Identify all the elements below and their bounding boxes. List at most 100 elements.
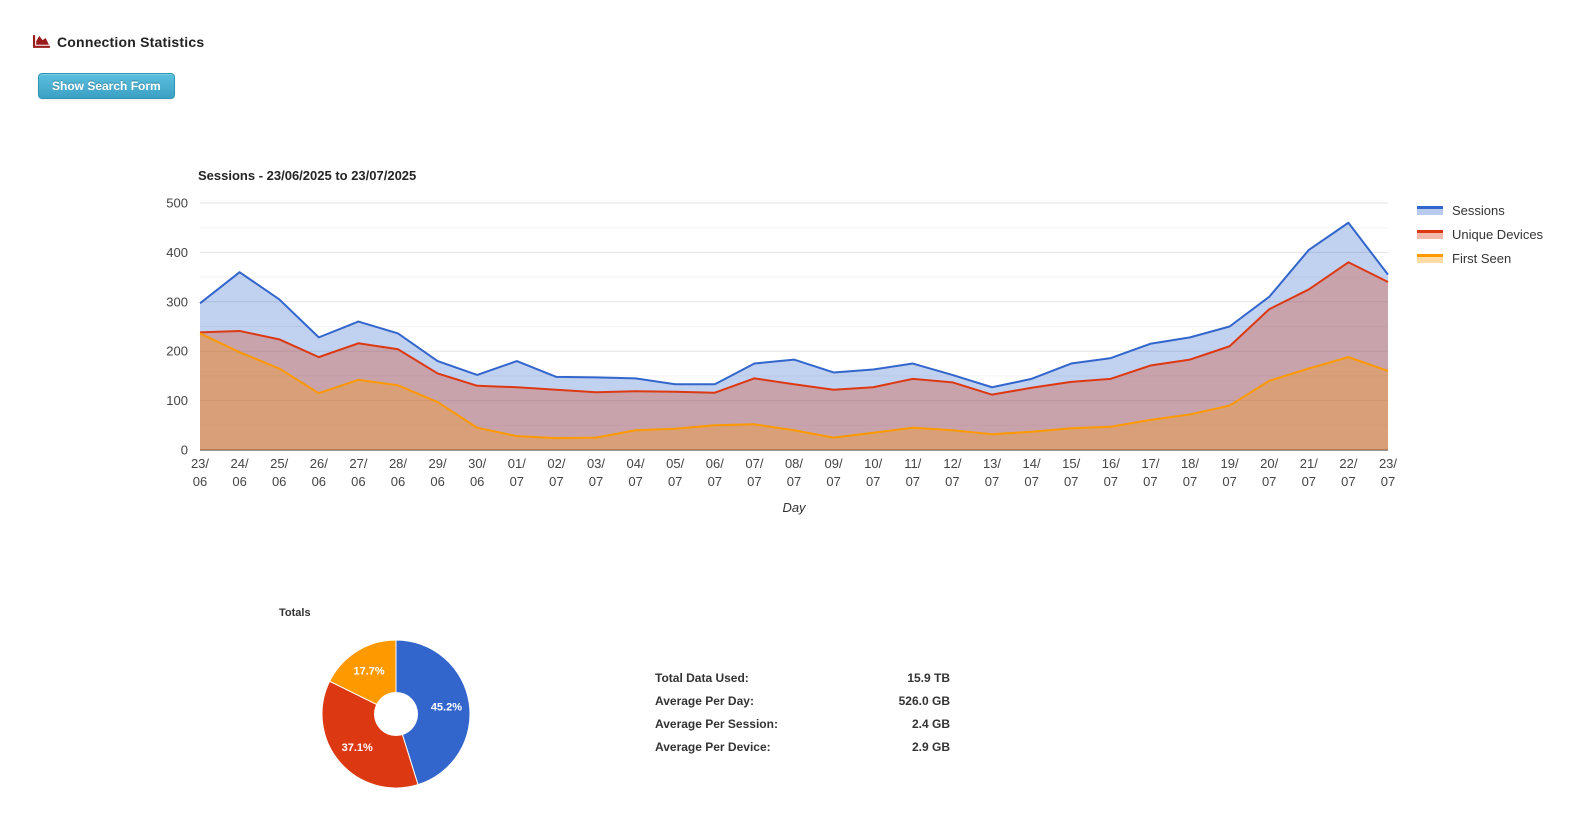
x-tick-label: 16/ <box>1102 456 1120 471</box>
x-tick-label: 07 <box>549 474 563 489</box>
legend-label-unique-devices: Unique Devices <box>1452 226 1544 242</box>
x-tick-label: 29/ <box>429 456 447 471</box>
x-tick-label: 06 <box>470 474 484 489</box>
x-tick-label: 23/ <box>191 456 209 471</box>
totals-pie-chart: 45.2% 37.1% 17.7% <box>321 639 471 789</box>
x-tick-label: 30/ <box>468 456 486 471</box>
x-tick-label: 07 <box>1222 474 1236 489</box>
x-tick-label: 07 <box>589 474 603 489</box>
chart-legend: Sessions Unique Devices First Seen <box>1417 198 1543 270</box>
y-tick-label: 300 <box>166 294 188 309</box>
pie-slice <box>321 680 419 789</box>
y-tick-label: 200 <box>166 344 188 359</box>
series-line <box>199 332 1389 440</box>
stat-row-average-per-day: Average Per Day: 526.0 GB <box>655 689 950 712</box>
x-tick-label: 07 <box>945 474 959 489</box>
y-tick-label: 400 <box>166 245 188 260</box>
x-tick-label: 06 <box>430 474 444 489</box>
x-tick-label: 03/ <box>587 456 605 471</box>
x-tick-label: 07 <box>1024 474 1038 489</box>
x-tick-label: 07 <box>1381 474 1395 489</box>
x-tick-label: 06 <box>272 474 286 489</box>
x-tick-label: 08/ <box>785 456 803 471</box>
x-tick-label: 06 <box>391 474 405 489</box>
x-tick-label: 06/ <box>706 456 724 471</box>
stat-row-average-per-session: Average Per Session: 2.4 GB <box>655 712 950 735</box>
legend-swatch-first-seen <box>1417 253 1443 263</box>
x-tick-label: 19/ <box>1221 456 1239 471</box>
stat-row-average-per-device: Average Per Device: 2.9 GB <box>655 735 950 758</box>
pie-slice <box>395 639 471 786</box>
stat-value: 2.4 GB <box>911 716 950 731</box>
x-tick-label: 07 <box>866 474 880 489</box>
pie-slice-label: 45.2% <box>431 701 462 713</box>
x-tick-label: 06 <box>232 474 246 489</box>
x-tick-label: 07/ <box>745 456 763 471</box>
x-tick-label: 07 <box>1104 474 1118 489</box>
x-tick-label: 07 <box>985 474 999 489</box>
y-tick-label: 500 <box>166 196 188 211</box>
stat-value: 15.9 TB <box>907 670 950 685</box>
show-search-form-button[interactable]: Show Search Form <box>38 73 175 99</box>
x-tick-label: 07 <box>826 474 840 489</box>
area-chart-title: Sessions - 23/06/2025 to 23/07/2025 <box>198 168 417 183</box>
x-tick-label: 20/ <box>1260 456 1278 471</box>
x-tick-label: 07 <box>1341 474 1355 489</box>
x-tick-label: 15/ <box>1062 456 1080 471</box>
x-tick-label: 07 <box>1064 474 1078 489</box>
x-tick-label: 07 <box>668 474 682 489</box>
page-header: Connection Statistics <box>33 33 204 50</box>
stat-label: Total Data Used: <box>655 670 749 685</box>
stat-label: Average Per Device: <box>655 739 771 754</box>
x-tick-label: 07 <box>510 474 524 489</box>
x-tick-label: 09/ <box>825 456 843 471</box>
x-tick-label: 02/ <box>547 456 565 471</box>
x-tick-label: 17/ <box>1141 456 1159 471</box>
series-line <box>199 221 1389 389</box>
stat-value: 2.9 GB <box>911 739 950 754</box>
legend-item-sessions: Sessions <box>1417 198 1543 222</box>
stat-row-total-data-used: Total Data Used: 15.9 TB <box>655 666 950 689</box>
x-tick-label: 22/ <box>1339 456 1357 471</box>
x-tick-label: 13/ <box>983 456 1001 471</box>
x-tick-label: 10/ <box>864 456 882 471</box>
x-tick-label: 06 <box>351 474 365 489</box>
x-tick-label: 21/ <box>1300 456 1318 471</box>
x-tick-label: 27/ <box>349 456 367 471</box>
x-tick-label: 06 <box>312 474 326 489</box>
x-tick-label: 11/ <box>904 456 921 471</box>
x-tick-label: 01/ <box>508 456 526 471</box>
x-tick-label: 28/ <box>389 456 407 471</box>
legend-item-first-seen: First Seen <box>1417 246 1543 270</box>
x-tick-label: 07 <box>1262 474 1276 489</box>
x-tick-label: 07 <box>1183 474 1197 489</box>
sessions-area-chart-container: 0 100 200 300 400 500 23/06 24/06 25/06 26/06 27/0… <box>150 190 1400 525</box>
legend-item-unique-devices: Unique Devices <box>1417 222 1543 246</box>
pie-slice-label: 17.7% <box>353 666 384 678</box>
series-area <box>200 262 1388 450</box>
x-axis-title: Day <box>782 500 807 515</box>
y-tick-label: 100 <box>166 393 188 408</box>
series-area <box>200 222 1388 450</box>
totals-stats-list: Total Data Used: 15.9 TB Average Per Day… <box>655 666 950 758</box>
x-tick-label: 14/ <box>1023 456 1041 471</box>
series-line <box>199 261 1389 396</box>
sessions-area-chart: 0 100 200 300 400 500 23/06 24/06 25/06 26/06 27/0… <box>166 196 1397 516</box>
x-tick-label: 04/ <box>627 456 645 471</box>
pie-slice <box>328 639 397 715</box>
x-tick-label: 07 <box>628 474 642 489</box>
x-tick-label: 26/ <box>310 456 328 471</box>
area-chart-icon <box>33 33 50 50</box>
legend-label-sessions: Sessions <box>1452 202 1505 218</box>
x-tick-label: 07 <box>1143 474 1157 489</box>
page-title: Connection Statistics <box>57 33 205 50</box>
legend-swatch-sessions <box>1417 205 1443 215</box>
x-tick-label: 06 <box>193 474 207 489</box>
legend-label-first-seen: First Seen <box>1452 250 1512 266</box>
x-tick-label: 07 <box>747 474 761 489</box>
totals-pie-chart-container: 45.2% 37.1% 17.7% <box>300 622 480 802</box>
x-tick-label: 25/ <box>270 456 288 471</box>
x-tick-label: 05/ <box>666 456 684 471</box>
stat-label: Average Per Day: <box>655 693 754 708</box>
